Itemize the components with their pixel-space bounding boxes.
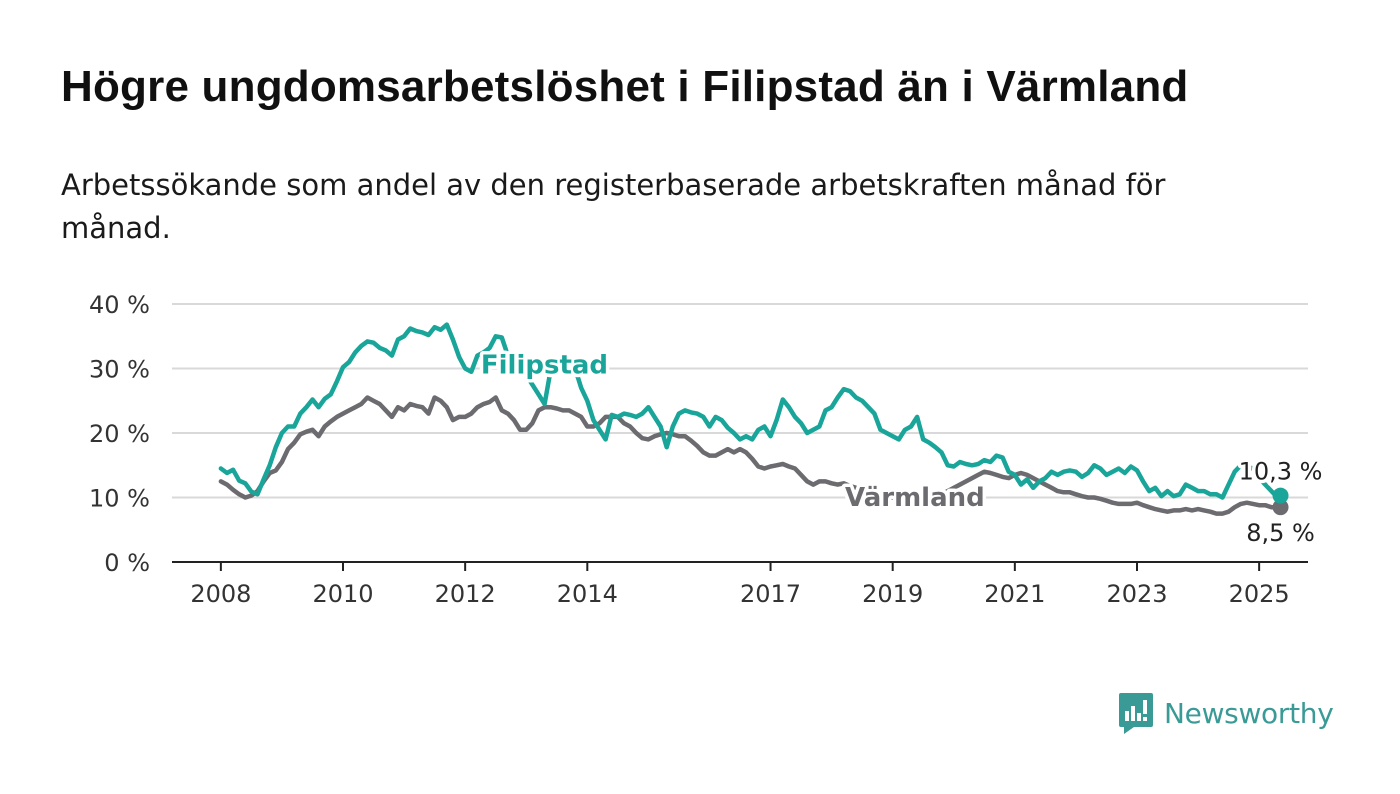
series-label-varmland-halo: Värmland (845, 483, 985, 513)
series-lines (218, 322, 1289, 516)
series-line-filipstad (218, 322, 1283, 500)
x-tick-label: 2012 (435, 580, 496, 608)
series-label-varmland: Värmland (845, 483, 985, 513)
end-value-filipstad-halo: 10,3 % (1239, 458, 1323, 486)
chart-subtitle: Arbetssökande som andel av den registerb… (61, 168, 1166, 245)
newsworthy-logo: Newsworthy (1118, 690, 1334, 736)
series-label-filipstad-halo: Filipstad (481, 351, 608, 381)
grid-lines (172, 303, 1308, 499)
y-tick-label: 20 % (89, 420, 150, 448)
y-tick-label: 40 % (89, 291, 150, 319)
brand-name: Newsworthy (1164, 696, 1334, 730)
x-tick-label: 2021 (984, 580, 1045, 608)
x-tick-label: 2025 (1229, 580, 1290, 608)
series-end-point (1272, 487, 1289, 504)
x-tick-label: 2014 (557, 580, 618, 608)
series-label-filipstad: Filipstad (481, 351, 608, 381)
x-tick-label: 2010 (312, 580, 373, 608)
x-tick-label: 2023 (1106, 580, 1167, 608)
end-value-varmland-halo: 8,5 % (1246, 519, 1315, 547)
x-tick-label: 2019 (862, 580, 923, 608)
end-value-filipstad: 10,3 % (1239, 458, 1323, 486)
chart-title: Högre ungdomsarbetslöshet i Filipstad än… (61, 62, 1189, 111)
newsworthy-logo-icon (1119, 693, 1153, 734)
x-tick-label: 2008 (190, 580, 251, 608)
y-tick-label: 0 % (104, 549, 150, 577)
series-line-vrmland (218, 395, 1283, 516)
y-tick-label: 10 % (89, 485, 150, 513)
y-axis-tick-labels: 0 % 10 % 20 % 30 % 40 % (89, 291, 150, 577)
end-value-varmland: 8,5 % (1246, 519, 1315, 547)
x-tick-label: 2017 (740, 580, 801, 608)
x-axis-tick-labels: 2008 2010 2012 2014 2017 2019 2021 2023 2025 (190, 562, 1290, 608)
series-end-point (1272, 499, 1289, 516)
y-tick-label: 30 % (89, 356, 150, 384)
